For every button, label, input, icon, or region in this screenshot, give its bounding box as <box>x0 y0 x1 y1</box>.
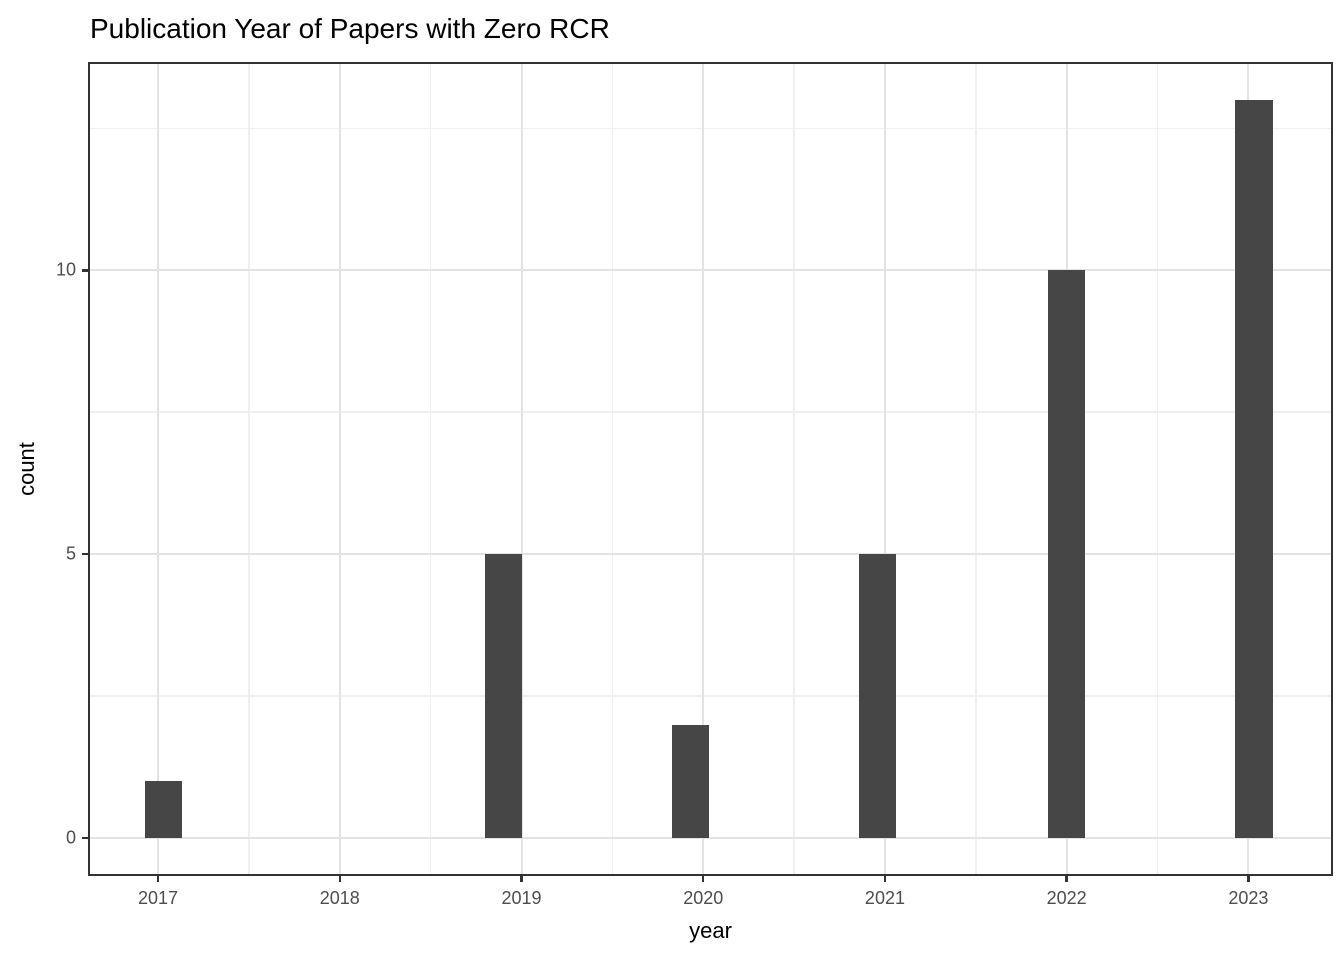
y-tick-label: 5 <box>65 543 76 564</box>
gridline-minor-x <box>1156 63 1159 875</box>
x-tick-label: 2023 <box>1228 888 1269 908</box>
gridline-minor-x <box>429 63 432 875</box>
y-tick-mark <box>82 552 89 556</box>
gridline-major-y <box>89 553 1332 556</box>
bar <box>484 554 523 839</box>
bar <box>1235 99 1273 839</box>
gridline-minor-y <box>89 127 1332 130</box>
chart-title: Publication Year of Papers with Zero RCR <box>90 13 610 44</box>
bar <box>858 554 897 839</box>
y-tick-mark <box>82 269 89 272</box>
gridline-major-x <box>702 63 705 875</box>
gridline-major-x <box>520 63 523 875</box>
x-axis-title: year <box>689 918 732 943</box>
y-tick-label: 0 <box>65 827 76 848</box>
x-tick-label: 2017 <box>138 888 179 908</box>
gridline-minor-x <box>793 63 795 875</box>
y-tick-label: 10 <box>55 259 76 280</box>
y-tick-mark <box>82 836 89 840</box>
gridline-minor-x <box>975 63 977 875</box>
x-tick-mark <box>1065 875 1068 882</box>
y-axis-title: count <box>14 442 39 496</box>
x-tick-mark <box>156 875 160 882</box>
bar <box>144 781 183 839</box>
gridline-minor-y <box>89 695 1332 697</box>
bar <box>671 724 710 839</box>
gridline-major-y <box>89 837 1332 840</box>
gridline-major-x <box>338 63 341 875</box>
x-tick-mark <box>883 875 887 882</box>
plot-panel <box>89 63 1332 875</box>
x-tick-label: 2022 <box>1046 888 1087 908</box>
x-tick-mark <box>1247 875 1250 882</box>
gridline-major-x <box>883 63 886 875</box>
bar <box>1047 270 1086 839</box>
x-tick-label: 2020 <box>683 888 724 908</box>
gridline-minor-x <box>248 63 250 875</box>
gridline-major-y <box>89 269 1332 272</box>
x-tick-mark <box>338 875 342 882</box>
x-tick-label: 2018 <box>319 888 360 908</box>
gridline-major-x <box>157 63 160 875</box>
x-tick-label: 2019 <box>501 888 542 908</box>
x-tick-mark <box>701 875 705 882</box>
gridline-minor-x <box>611 63 614 875</box>
gridline-minor-y <box>89 411 1332 413</box>
x-tick-label: 2021 <box>864 888 905 908</box>
x-tick-mark <box>520 875 523 882</box>
